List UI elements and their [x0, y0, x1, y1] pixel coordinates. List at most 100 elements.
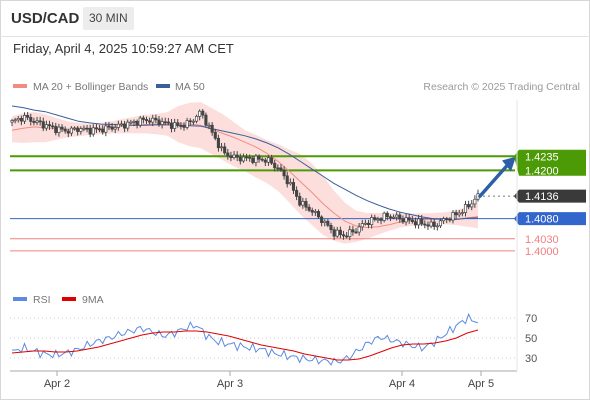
candle	[470, 200, 474, 211]
candle	[13, 117, 17, 124]
candle	[388, 214, 392, 222]
candle	[373, 214, 377, 222]
candle	[19, 115, 23, 126]
candle	[257, 154, 261, 163]
candle	[426, 221, 430, 231]
candle	[245, 153, 249, 162]
price-level-text-4: 1.4030	[525, 234, 559, 246]
candle	[69, 126, 73, 137]
rsi-ma-legend-label: 9MA	[82, 294, 104, 306]
price-level-text-1: 1.4200	[525, 165, 559, 177]
candle	[323, 219, 327, 227]
candle	[270, 154, 274, 165]
candle	[110, 123, 114, 132]
candle	[63, 126, 67, 134]
ma50-legend-label: MA 50	[175, 81, 205, 93]
candle	[410, 215, 414, 224]
candle	[285, 171, 289, 188]
candle	[119, 120, 124, 127]
candle	[385, 211, 389, 221]
candle	[304, 198, 308, 211]
candle	[44, 120, 48, 131]
candle	[229, 151, 233, 162]
candle	[141, 115, 145, 124]
candle	[132, 119, 136, 127]
bollinger-band	[12, 102, 478, 244]
candles	[10, 108, 480, 241]
candle	[51, 122, 55, 130]
candle	[301, 197, 305, 209]
candle	[88, 124, 92, 138]
candle	[341, 230, 346, 240]
price-tag-2	[514, 189, 586, 203]
candle	[404, 213, 408, 226]
candle	[295, 186, 299, 201]
candle	[307, 204, 311, 213]
candle	[198, 109, 202, 121]
candle	[176, 119, 180, 128]
candle	[123, 120, 127, 133]
candle	[201, 108, 205, 119]
candle	[398, 211, 402, 223]
candle	[204, 112, 208, 128]
candle	[354, 227, 358, 234]
candle	[435, 223, 439, 231]
candle	[73, 126, 77, 131]
price-level-text-3: 1.4080	[525, 214, 559, 226]
candle	[213, 128, 217, 141]
timeframe-badge[interactable]: 30 MIN	[83, 7, 134, 30]
candle	[345, 232, 349, 239]
candle	[288, 178, 292, 186]
candle	[460, 209, 464, 217]
rsi-tick-1: 50	[525, 333, 537, 345]
candle	[210, 122, 214, 136]
candle	[366, 219, 371, 229]
price-level-label-0: 1.4235	[514, 149, 586, 176]
candle	[129, 119, 133, 125]
candle	[266, 155, 271, 166]
x-tick-label-0: Apr 2	[44, 378, 70, 390]
candle	[451, 210, 455, 224]
candle	[135, 119, 139, 129]
price-tag-0	[514, 149, 586, 176]
price-level-label-3: 1.4080	[514, 212, 586, 226]
candle	[47, 120, 52, 130]
candle	[379, 217, 383, 225]
rsi-legend: RSI 9MA	[13, 294, 104, 306]
candle	[351, 225, 355, 236]
candle	[445, 216, 449, 224]
x-tick-label-1: Apr 3	[217, 378, 243, 390]
candle	[332, 226, 336, 240]
candle	[185, 117, 189, 130]
candle	[163, 117, 167, 126]
candle	[157, 116, 161, 127]
candle	[432, 219, 436, 230]
candle	[144, 116, 149, 125]
rsi-tick-2: 30	[525, 353, 537, 365]
candle	[420, 214, 424, 227]
candle	[22, 112, 27, 125]
x-tick-label-2: Apr 4	[389, 378, 415, 390]
symbol-title: USD/CAD	[11, 10, 80, 27]
rsi-legend-swatch	[13, 297, 27, 301]
candle	[335, 226, 339, 238]
candle	[113, 123, 117, 134]
candle	[241, 153, 245, 163]
chart-header: USD/CAD 30 MIN	[0, 0, 590, 37]
ma20-legend-swatch	[13, 84, 27, 88]
candle	[442, 216, 446, 225]
price-level-text-0: 1.4235	[525, 151, 559, 163]
candle	[232, 151, 236, 160]
candle	[16, 116, 20, 123]
candle	[94, 123, 98, 133]
candle	[298, 192, 302, 207]
candle	[454, 209, 458, 219]
rsi-ma-line	[11, 329, 479, 361]
candle	[57, 123, 61, 137]
candle	[235, 151, 239, 162]
price-level-text-5: 1.4000	[525, 246, 559, 258]
candle	[179, 122, 183, 130]
x-axis-ticks: Apr 2 Apr 3 Apr 4 Apr 5	[44, 371, 494, 390]
